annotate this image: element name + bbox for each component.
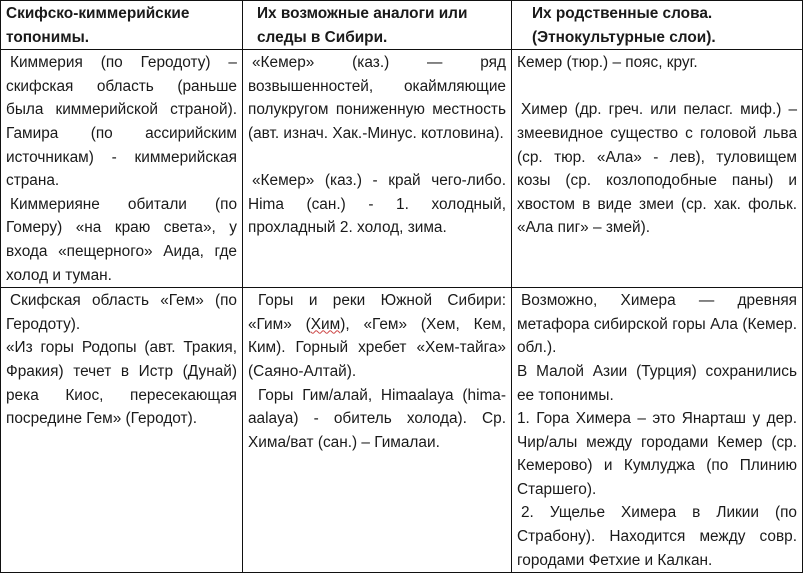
cell-siberian-analogues: Горы и реки Южной Сибири: «Гим» (Хим), «… <box>242 287 512 573</box>
paragraph: Возможно, Химера — древняя метафора сиби… <box>517 292 797 357</box>
cell-related-words: Возможно, Химера — древняя метафора сиби… <box>511 287 803 573</box>
paragraph: «Кемер» (каз.) - край чего-либо. Hima (с… <box>248 172 506 237</box>
paragraph: Горы Гим/алай, Himaalaya (hima-aalaya) -… <box>248 386 506 451</box>
cell-toponyms: Скифская область «Гем» (по Геродоту). «И… <box>0 287 243 573</box>
header-siberian-analogues: Их возможные аналоги или следы в Сибири. <box>242 0 512 51</box>
text: Горы и реки Южной Сибири: «Гим» ( <box>248 292 506 333</box>
header-toponyms: Скифско-киммерийские топонимы. <box>0 0 243 51</box>
paragraph: Горы и реки Южной Сибири: «Гим» (Хим), «… <box>248 289 506 383</box>
paragraph: Киммерия (по Геродоту) – скифская област… <box>6 54 237 190</box>
paragraph: 2. Ущелье Химера в Ликии (по Страбону). … <box>517 504 797 569</box>
header-row: Скифско-киммерийские топонимы. Их возмож… <box>0 0 803 51</box>
paragraph: Скифская область «Гем» (по Геродоту). <box>6 292 237 333</box>
paragraph: В Малой Азии (Турция) сохранились ее топ… <box>517 362 797 404</box>
cell-siberian-analogues: «Кемер» (каз.) — ряд возвышенностей, ока… <box>242 49 512 289</box>
paragraph: «Из горы Родопы (авт. Тракия, Фракия) те… <box>6 339 237 428</box>
header-related-words: Их родственные слова. (Этнокультурные сл… <box>511 0 803 51</box>
paragraph: Кемер (тюр.) – пояс, круг. <box>517 54 698 72</box>
paragraph: «Кемер» (каз.) — ряд возвышенностей, ока… <box>248 54 506 142</box>
paragraph: Химер (др. греч. или пеласг. миф.) – зме… <box>517 101 797 237</box>
table-row: Скифская область «Гем» (по Геродоту). «И… <box>0 287 803 573</box>
paragraph: 1. Гора Химера – это Янарташ у дер. Чир/… <box>517 410 797 498</box>
table-row: Киммерия (по Геродоту) – скифская област… <box>0 49 803 289</box>
spellcheck-underlined-word: Хим <box>310 315 341 333</box>
cell-related-words: Кемер (тюр.) – пояс, круг. Химер (др. гр… <box>511 49 803 289</box>
text: ), «Гем» (Хем, Кем, Ким). Горный хребет … <box>248 315 506 380</box>
paragraph: Киммерияне обитали (по Гомеру) «на краю … <box>6 195 237 284</box>
cell-toponyms: Киммерия (по Геродоту) – скифская област… <box>0 49 243 289</box>
